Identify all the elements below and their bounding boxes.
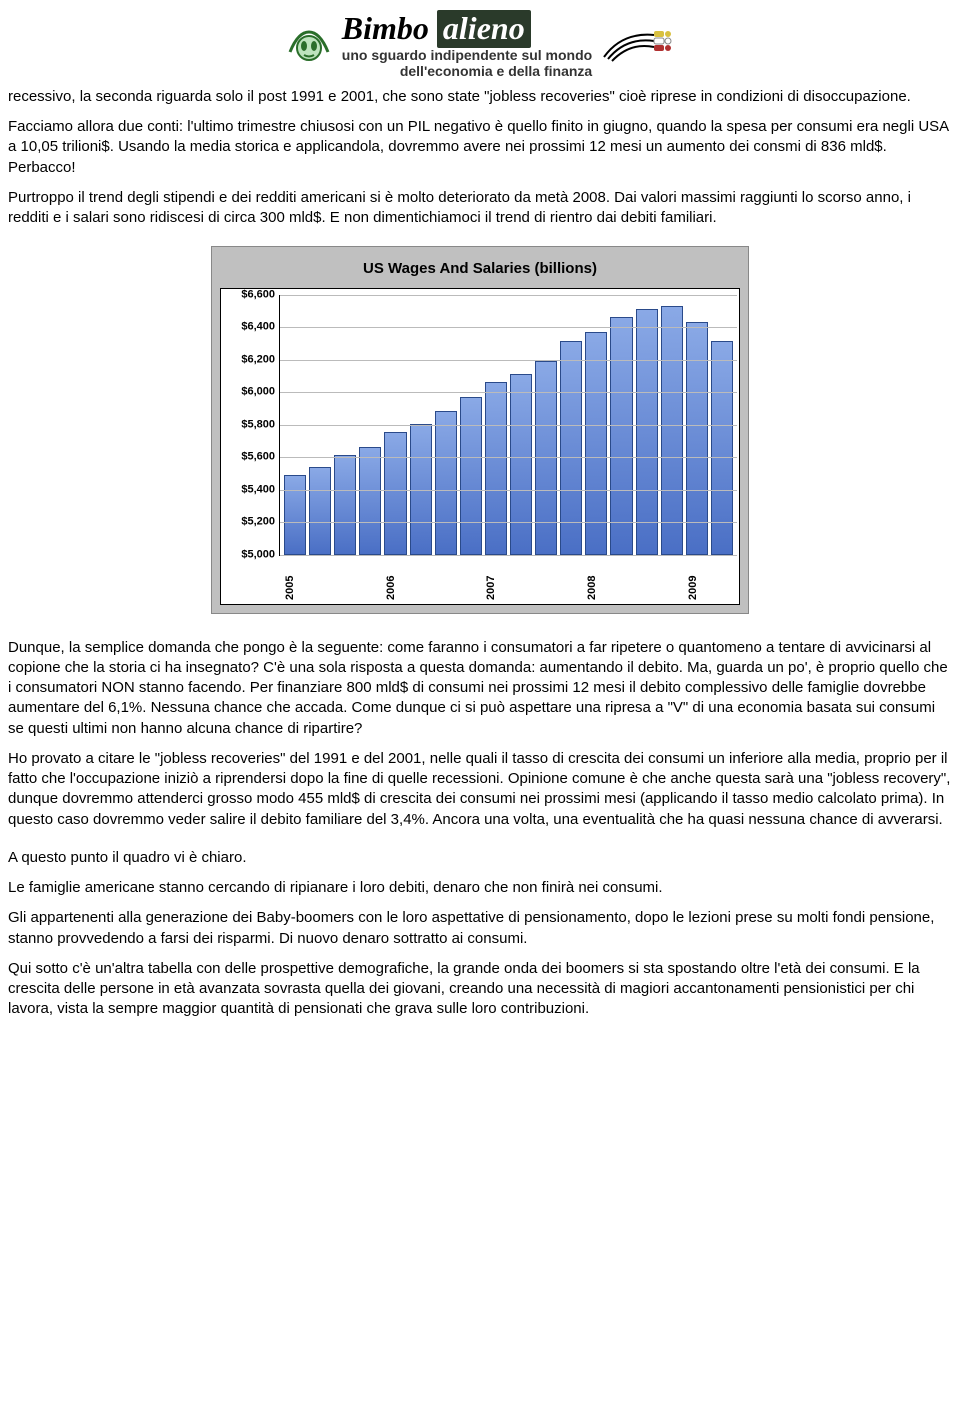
chart-gridline [280, 490, 737, 491]
article-body: recessivo, la seconda riguarda solo il p… [0, 87, 960, 1050]
brand-plain: Bimbo [342, 10, 429, 46]
chart-gridline [280, 392, 737, 393]
y-tick-label: $5,800 [241, 417, 275, 432]
chart-bar [610, 317, 632, 555]
x-tick-label [510, 560, 532, 602]
x-tick-label: 2008 [585, 560, 607, 602]
chart-gridline [280, 555, 737, 556]
para-1: recessivo, la seconda riguarda solo il p… [8, 87, 952, 107]
y-tick-label: $5,200 [241, 515, 275, 530]
x-tick-label [711, 560, 733, 602]
x-tick-label [661, 560, 683, 602]
chart-gridline [280, 295, 737, 296]
y-tick-label: $6,000 [241, 385, 275, 400]
chart-plot: $6,600 $6,400 $6,200 $6,000 $5,800 $5,600 $5,4… [220, 288, 740, 605]
chart-gridline [280, 327, 737, 328]
x-tick-label [459, 560, 481, 602]
para-6: A questo punto il quadro vi è chiaro. [8, 848, 952, 868]
brand-logo: Bimbo alieno uno sguardo indipendente su… [286, 12, 674, 79]
para-2: Facciamo allora due conti: l'ultimo trim… [8, 117, 952, 178]
y-tick-label: $5,000 [241, 547, 275, 562]
chart-bar [384, 432, 406, 554]
x-tick-label [434, 560, 456, 602]
chart-bar [460, 397, 482, 555]
chart-bar [485, 382, 507, 555]
x-tick-label [635, 560, 657, 602]
chart-gridline [280, 457, 737, 458]
chart-gridline [280, 425, 737, 426]
chart-y-axis: $6,600$6,400$6,200$6,000$5,800$5,600$5,4… [223, 295, 279, 555]
x-tick-label: 2009 [686, 560, 708, 602]
x-tick-label: 2006 [384, 560, 406, 602]
chart-gridline [280, 522, 737, 523]
chart-gridline [280, 360, 737, 361]
y-tick-label: $6,400 [241, 320, 275, 335]
chart-x-axis: 2005 2006 2007 2008 2009 [279, 556, 737, 602]
chart-title: US Wages And Salaries (billions) [220, 255, 740, 287]
chart-bar [435, 411, 457, 554]
chart-bar [510, 374, 532, 555]
brand-name: Bimbo alieno [342, 12, 592, 46]
x-tick-label [333, 560, 355, 602]
para-9: Qui sotto c'è un'altra tabella con delle… [8, 959, 952, 1020]
y-tick-label: $6,200 [241, 352, 275, 367]
para-7: Le famiglie americane stanno cercando di… [8, 878, 952, 898]
cables-icon [602, 27, 674, 63]
chart-bar [661, 306, 683, 555]
x-tick-label [535, 560, 557, 602]
brand-tagline-1: uno sguardo indipendente sul mondo [342, 48, 592, 63]
para-4: Dunque, la semplice domanda che pongo è … [8, 638, 952, 739]
chart-bar [309, 467, 331, 555]
x-tick-label [560, 560, 582, 602]
chart-bar [334, 455, 356, 555]
para-8: Gli appartenenti alla generazione dei Ba… [8, 908, 952, 949]
brand-highlight: alieno [437, 10, 531, 48]
chart-bar [686, 322, 708, 555]
y-tick-label: $5,600 [241, 450, 275, 465]
x-tick-label [610, 560, 632, 602]
chart-bar [284, 475, 306, 555]
wages-chart: US Wages And Salaries (billions) $6,600$… [211, 246, 749, 613]
x-tick-label [359, 560, 381, 602]
brand-tagline-2: dell'economia e della finanza [342, 64, 592, 79]
x-tick-label: 2007 [484, 560, 506, 602]
chart-plot-area [279, 295, 737, 556]
alien-icon [286, 22, 332, 68]
y-tick-label: $6,600 [241, 287, 275, 302]
wages-chart-container: US Wages And Salaries (billions) $6,600$… [8, 246, 952, 613]
para-3: Purtroppo il trend degli stipendi e dei … [8, 188, 952, 229]
x-tick-label: 2005 [283, 560, 305, 602]
chart-bar [636, 309, 658, 555]
page-header: Bimbo alieno uno sguardo indipendente su… [0, 0, 960, 87]
y-tick-label: $5,400 [241, 482, 275, 497]
chart-bar [359, 447, 381, 555]
x-tick-label [409, 560, 431, 602]
x-tick-label [308, 560, 330, 602]
para-5: Ho provato a citare le "jobless recoveri… [8, 749, 952, 830]
